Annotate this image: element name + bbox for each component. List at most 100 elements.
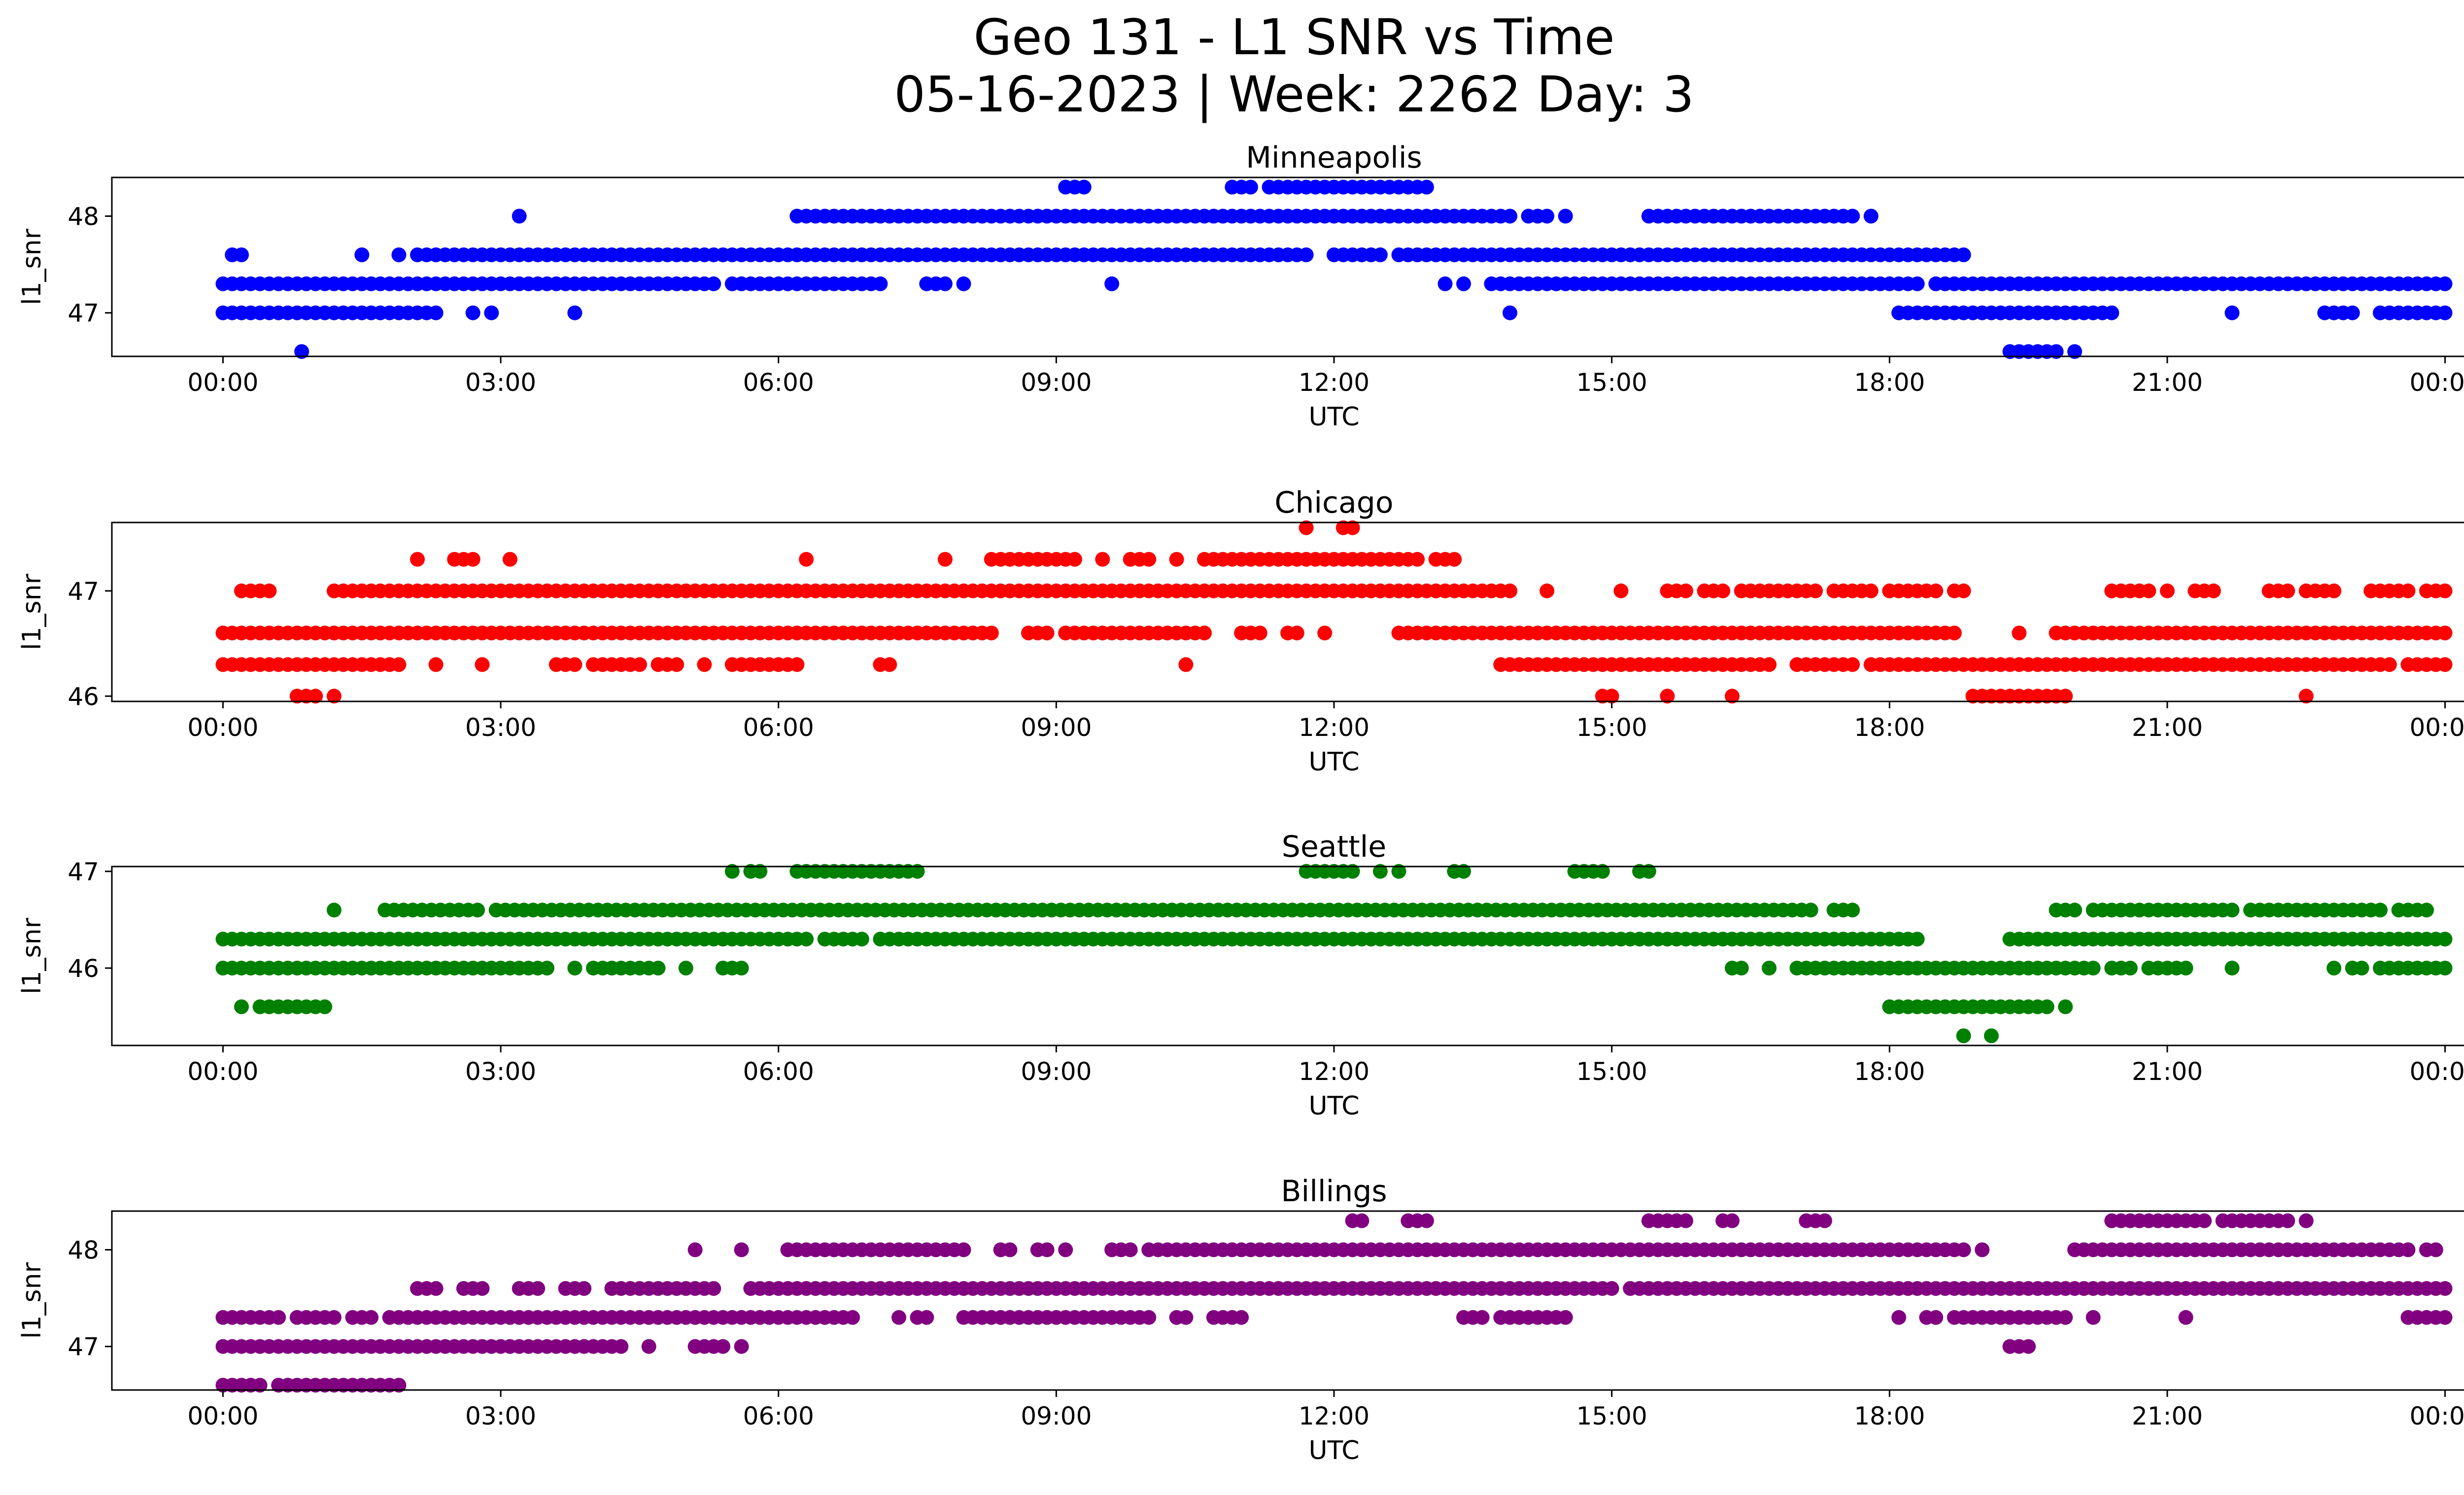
data-point: [1891, 1310, 1907, 1325]
data-point: [1391, 864, 1406, 879]
data-point: [687, 1242, 703, 1257]
data-point: [919, 1310, 934, 1325]
data-point: [2141, 583, 2156, 598]
data-point: [1595, 864, 1610, 879]
data-point: [789, 657, 805, 672]
data-point: [484, 305, 499, 320]
data-point: [734, 961, 749, 975]
data-point: [2373, 903, 2388, 918]
data-point: [1678, 1213, 1693, 1228]
data-point: [2345, 305, 2360, 320]
data-point: [1252, 626, 1267, 641]
y-axis-label: l1_snr: [17, 917, 47, 994]
data-point: [2437, 657, 2453, 672]
data-point: [391, 1378, 407, 1393]
data-point: [1817, 1213, 1832, 1228]
x-tick-label: 03:00: [465, 368, 536, 397]
scatter-series-minneapolis: [215, 179, 2453, 359]
data-point: [326, 903, 342, 918]
data-point: [1947, 626, 1962, 641]
data-point: [845, 1310, 860, 1325]
data-point: [2400, 583, 2416, 598]
data-point: [465, 552, 480, 567]
data-point: [650, 961, 666, 975]
data-point: [470, 903, 485, 918]
subplots: Minneapolis 00:00 03:00 06:00 09:00 12:00 15:0…: [17, 140, 2464, 1465]
data-point: [1845, 657, 1860, 672]
y-axis-label: l1_snr: [17, 573, 47, 650]
x-tick-label: 21:00: [2132, 1402, 2203, 1430]
x-tick-label: 03:00: [465, 1402, 536, 1430]
data-point: [1243, 179, 1258, 195]
y-tick-label: 47: [68, 858, 99, 886]
x-tick-label: 00:00: [187, 368, 258, 397]
data-point: [614, 1339, 629, 1354]
data-point: [2437, 1310, 2453, 1325]
data-point: [2058, 689, 2073, 704]
data-point: [2104, 305, 2120, 320]
data-point: [1039, 1242, 1055, 1257]
data-point: [294, 344, 309, 359]
x-tick-label: 15:00: [1576, 368, 1647, 397]
data-point: [641, 1339, 656, 1354]
data-point: [502, 552, 517, 567]
data-point: [1076, 179, 1092, 195]
x-tick-label: 09:00: [1021, 1057, 1092, 1086]
y-tick-label: 46: [68, 954, 99, 983]
data-point: [1503, 305, 1517, 320]
data-point: [567, 657, 582, 672]
data-point: [2039, 999, 2054, 1014]
x-tick-label: 18:00: [1854, 1057, 1925, 1086]
y-tick-label: 48: [68, 202, 99, 231]
data-point: [1540, 583, 1555, 598]
data-point: [753, 864, 768, 879]
data-point: [937, 552, 953, 567]
x-tick-label: 06:00: [743, 1402, 814, 1430]
data-point: [1762, 961, 1777, 975]
data-point: [2354, 961, 2369, 975]
data-point: [2021, 1339, 2036, 1354]
x-tick-label: 00:00: [2409, 1057, 2464, 1086]
x-tick-label: 06:00: [743, 368, 814, 397]
x-tick-label: 00:00: [187, 713, 258, 742]
x-tick-label: 18:00: [1854, 713, 1925, 742]
data-point: [937, 276, 953, 291]
data-point: [697, 657, 712, 672]
subplot-title: Minneapolis: [1246, 140, 1422, 175]
x-tick-label: 06:00: [743, 1057, 814, 1086]
data-point: [428, 657, 444, 672]
data-point: [2224, 961, 2240, 975]
x-tick-label: 06:00: [743, 713, 814, 742]
data-point: [1956, 247, 1971, 262]
data-point: [567, 961, 582, 975]
data-point: [364, 1310, 379, 1325]
data-point: [1956, 583, 1971, 598]
data-point: [891, 1310, 906, 1325]
data-point: [669, 657, 684, 672]
data-point: [1372, 247, 1388, 262]
x-tick-label: 18:00: [1854, 1402, 1925, 1430]
x-tick-label: 21:00: [2132, 1057, 2203, 1086]
data-point: [1456, 864, 1471, 879]
data-point: [1928, 583, 1944, 598]
data-point: [1141, 552, 1157, 567]
data-point: [2437, 1281, 2453, 1296]
x-tick-label: 18:00: [1854, 368, 1925, 397]
x-tick-label: 15:00: [1576, 713, 1647, 742]
data-point: [1715, 583, 1731, 598]
data-point: [512, 209, 527, 224]
data-point: [2067, 344, 2082, 359]
y-tick-label: 47: [68, 299, 99, 328]
data-point: [2049, 344, 2064, 359]
subplot-chicago: Chicago 00:00 03:00 06:00 09:00 12:00 15:00 18:…: [17, 486, 2464, 777]
data-point: [2327, 583, 2342, 598]
data-point: [1604, 1281, 1619, 1296]
data-point: [1956, 1242, 1971, 1257]
data-point: [1503, 209, 1517, 224]
data-point: [1002, 1242, 1018, 1257]
data-point: [799, 932, 814, 947]
data-point: [2178, 1310, 2193, 1325]
data-point: [1604, 689, 1619, 704]
